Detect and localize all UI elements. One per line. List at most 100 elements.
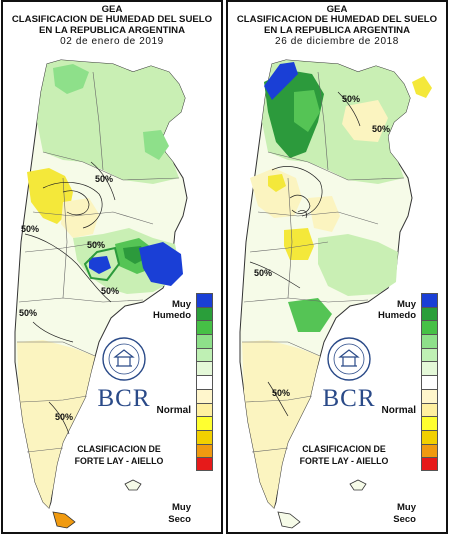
humid-ring [83,246,121,282]
isolines [24,161,116,435]
legend-bottom-line2: Seco [168,514,191,525]
legend-swatch [421,347,438,362]
humid-patch [53,64,89,94]
legend-label-very-dry: Muy Seco [163,502,191,526]
header-line-1: GEA [101,4,123,15]
tierra-del-fuego [277,511,301,529]
header-line-2: CLASIFICACION DE HUMEDAD DEL SUELO [11,14,213,26]
legend-swatch [421,443,438,458]
dry-area-central [284,228,314,260]
legend-swatch [196,388,213,403]
legend-swatch [196,361,213,376]
bcr-logo-text: BCR [322,385,376,412]
tierra-del-fuego [52,511,76,529]
header-line-3: EN LA REPUBLICA ARGENTINA [38,24,186,36]
saturated-area-blue [139,242,183,286]
legend-swatch [421,361,438,376]
legend-swatch [421,306,438,321]
legend-bottom-line1: Muy [397,502,416,513]
legend-swatch [421,429,438,444]
saturated-patch-blue [89,256,111,274]
legend-swatch [421,416,438,430]
header-line-3: EN LA REPUBLICA ARGENTINA [263,24,411,36]
color-legend [421,293,439,471]
bcr-seal-icon [102,337,146,381]
legend-top-line1: Muy [172,299,191,310]
legend-swatch [196,293,213,307]
legend-label-normal: Normal [156,405,191,416]
map-header: GEA CLASIFICACION DE HUMEDAD DEL SUELO E… [228,4,446,48]
map-header: GEA CLASIFICACION DE HUMEDAD DEL SUELO E… [3,4,221,48]
very-humid-patch-southeast [288,298,332,332]
humid-patch [143,130,169,160]
legend-bottom-line2: Seco [393,514,416,525]
soil-moisture-map-panel-right: GEA CLASIFICACION DE HUMEDAD DEL SUELO E… [226,0,448,534]
header-line-1: GEA [326,4,348,15]
legend-label-normal: Normal [381,405,416,416]
header-line-2: CLASIFICACION DE HUMEDAD DEL SUELO [236,14,438,26]
legend-swatch [196,347,213,362]
bcr-logo: BCR [83,336,165,413]
legend-swatch [196,320,213,335]
isoline-label: 50% [101,286,120,296]
legend-swatch [421,402,438,417]
legend-top-line2: Humedo [153,310,191,321]
legend-bottom-line1: Muy [172,502,191,513]
dry-area-center-pale [61,198,99,238]
isolines [249,91,361,417]
legend-swatch [196,402,213,417]
map-date: 02 de enero de 2019 [60,36,164,48]
islands [349,479,367,491]
map-date: 26 de diciembre de 2018 [275,36,399,48]
isoline-label: 50% [21,224,40,234]
legend-label-very-dry: Muy Seco [388,502,416,526]
legend-swatch [421,388,438,403]
legend-swatch [196,429,213,444]
isoline-label: 50% [342,94,361,104]
legend-swatch [421,457,438,471]
isoline-label: 50% [372,124,391,134]
isoline-label: 50% [95,174,114,184]
argentina-map [239,59,432,529]
dry-area-center [250,168,302,218]
legend-swatch [196,416,213,430]
argentina-map [14,59,188,529]
humid-area-east [318,234,398,296]
color-legend [196,293,214,471]
dry-area-central-pale [308,196,340,232]
method-caption: CLASIFICACION DE FORTE LAY - AIELLO [55,443,183,467]
province-borders [17,71,180,453]
legend-swatch [421,334,438,348]
isoline-label: 50% [55,412,74,422]
isoline-label: 50% [272,388,291,398]
legend-swatch [421,320,438,335]
isoline-label: 50% [87,240,106,250]
legend-top-line1: Muy [397,299,416,310]
dry-region-south [242,340,320,508]
legend-swatch [196,334,213,348]
legend-swatch [196,443,213,458]
legend-label-very-humid: Muy Humedo [153,299,191,321]
dry-patch-north [342,100,388,142]
legend-swatch [421,375,438,389]
legend-swatch [196,375,213,389]
very-humid-patch-east [412,76,432,98]
bcr-seal-icon [327,337,371,381]
legend-label-very-humid: Muy Humedo [378,299,416,321]
dry-area-center-yellow [268,174,286,192]
bcr-logo-text: BCR [97,385,151,412]
legend-top-line2: Humedo [378,310,416,321]
legend-swatch [421,293,438,307]
saturated-area-north [264,62,298,100]
legend-swatch [196,457,213,471]
method-caption: CLASIFICACION DE FORTE LAY - AIELLO [280,443,408,467]
method-line2: FORTE LAY - AIELLO [299,456,389,466]
islands [124,479,142,491]
humid-patch-north [294,90,320,132]
province-borders [242,71,405,453]
isoline-label: 50% [254,268,273,278]
method-line1: CLASIFICACION DE [302,444,386,454]
dry-area-center [27,168,73,224]
soil-moisture-map-panel-left: GEA CLASIFICACION DE HUMEDAD DEL SUELO E… [1,0,223,534]
